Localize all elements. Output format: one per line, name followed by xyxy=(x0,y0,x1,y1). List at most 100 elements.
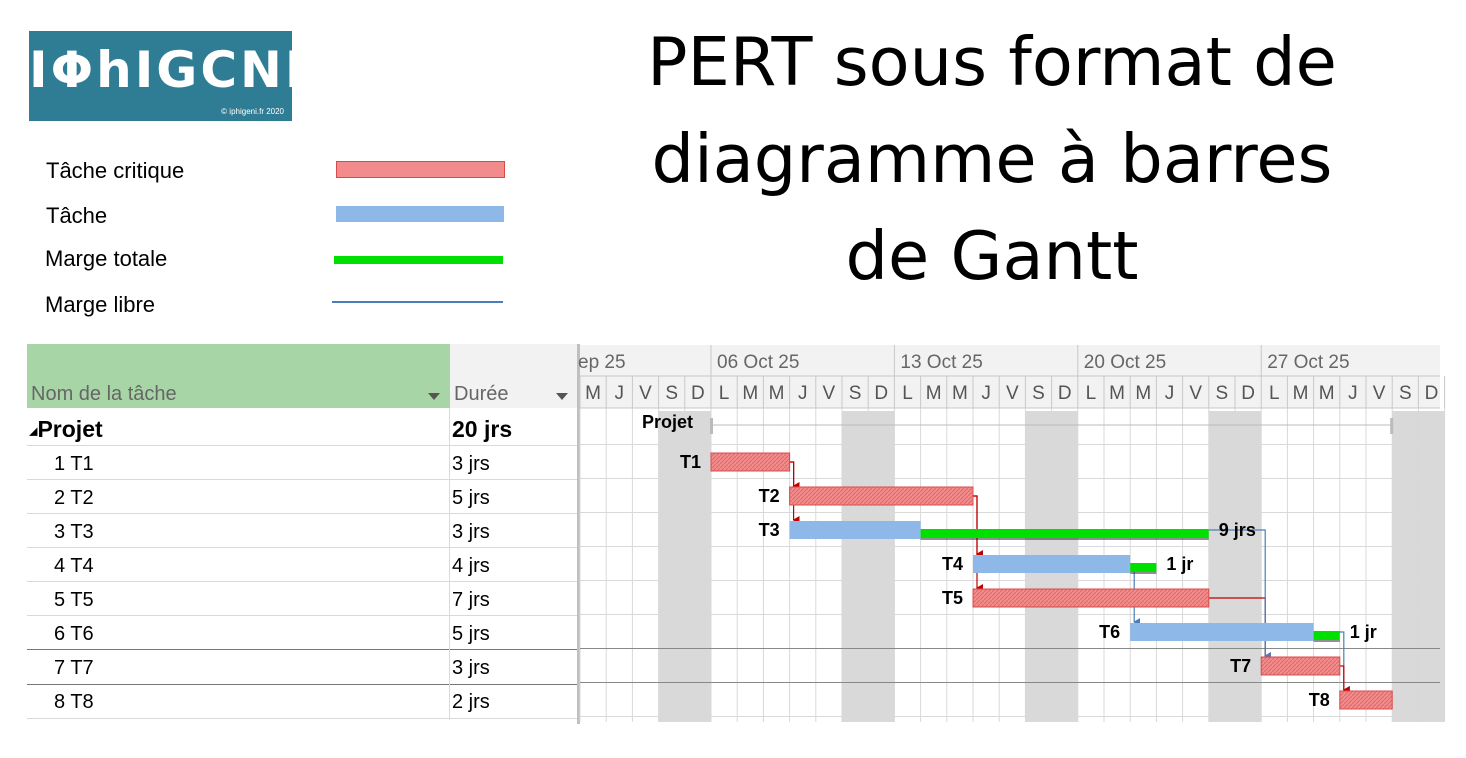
total-slack-bar xyxy=(1313,631,1340,640)
day-label: S xyxy=(665,383,678,404)
task-bar-t3[interactable] xyxy=(789,521,921,539)
table-chart-splitter[interactable] xyxy=(577,344,580,724)
filter-dropdown-icon[interactable] xyxy=(428,393,440,400)
iphigeni-logo: IΦhIGCNI © iphigeni.fr 2020 xyxy=(29,31,307,121)
day-label: J xyxy=(798,383,808,404)
task-row-duration[interactable]: 2 jrs xyxy=(452,691,490,713)
logo-wordmark: IΦhIGCNI xyxy=(29,41,307,99)
day-label: S xyxy=(849,383,862,404)
legend-label-total-slack: Marge totale xyxy=(45,246,168,271)
day-label: V xyxy=(1189,383,1202,404)
collapse-triangle-icon[interactable]: ◢ xyxy=(29,425,38,438)
legend-label-free-slack: Marge libre xyxy=(45,292,156,317)
summary-bar-end-cap xyxy=(1390,418,1394,434)
day-label: M xyxy=(926,383,942,404)
total-slack-bar xyxy=(920,529,1209,538)
title-line-2: diagramme à barres xyxy=(651,120,1333,198)
day-label: J xyxy=(1165,383,1175,404)
day-label: S xyxy=(1399,383,1412,404)
task-bar-t5[interactable] xyxy=(972,588,1210,608)
title-line-1: PERT sous format de xyxy=(647,23,1337,101)
day-label: M xyxy=(769,383,785,404)
task-label: T6 xyxy=(1099,622,1120,642)
row-divider xyxy=(27,513,578,514)
slack-label: 1 jr xyxy=(1350,622,1377,642)
summary-bar-start-cap xyxy=(710,418,713,434)
week-label: 27 Oct 25 xyxy=(1267,352,1349,373)
task-row-duration[interactable]: 7 jrs xyxy=(452,589,490,611)
task-label: T5 xyxy=(942,588,963,608)
task-bar-t7[interactable] xyxy=(1260,656,1341,676)
weekend-shade xyxy=(658,411,685,722)
dependency-link xyxy=(1208,529,1272,660)
task-row-name[interactable]: 1 T1 xyxy=(54,453,94,475)
day-label: D xyxy=(1425,383,1439,404)
weekend-shade xyxy=(868,411,895,722)
task-row-duration[interactable]: 3 jrs xyxy=(452,657,490,679)
column-divider xyxy=(449,408,450,720)
task-row-name[interactable]: 7 T7 xyxy=(54,657,94,679)
row-divider xyxy=(27,718,578,719)
day-label: M xyxy=(742,383,758,404)
row-divider xyxy=(27,649,578,650)
day-label: V xyxy=(639,383,652,404)
task-row-name[interactable]: ◢Projet xyxy=(29,416,103,443)
total-slack-bar xyxy=(1130,563,1157,572)
day-label: M xyxy=(1319,383,1335,404)
legend-swatch-task xyxy=(336,206,504,222)
summary-task-name: Projet xyxy=(37,416,103,442)
task-row-duration[interactable]: 3 jrs xyxy=(452,521,490,543)
day-label: M xyxy=(1109,383,1125,404)
legend-swatch-total-slack xyxy=(334,256,503,264)
column-header-duration-label: Durée xyxy=(454,383,509,405)
day-label: V xyxy=(1006,383,1019,404)
day-label: L xyxy=(1269,383,1280,404)
task-label: T2 xyxy=(759,486,780,506)
task-bar-t8[interactable] xyxy=(1339,690,1393,710)
task-row-duration[interactable]: 20 jrs xyxy=(452,416,513,442)
task-row-name[interactable]: 4 T4 xyxy=(54,555,94,577)
legend-swatch-critical xyxy=(336,161,505,178)
day-label: M xyxy=(1293,383,1309,404)
task-label: T4 xyxy=(942,554,963,574)
day-label: M xyxy=(585,383,601,404)
column-header-duration[interactable]: Durée xyxy=(450,344,578,408)
task-label: T1 xyxy=(680,452,701,472)
legend-label-critical: Tâche critique xyxy=(46,158,185,183)
day-label: S xyxy=(1032,383,1045,404)
task-row-name[interactable]: 6 T6 xyxy=(54,623,94,645)
task-bar-t1[interactable] xyxy=(710,452,791,472)
day-label: D xyxy=(1241,383,1255,404)
weekend-shade xyxy=(1235,411,1262,722)
legend-swatch-free-slack xyxy=(332,301,503,303)
day-label: L xyxy=(719,383,730,404)
title-line-3: de Gantt xyxy=(845,217,1139,295)
task-row-name[interactable]: 5 T5 xyxy=(54,589,94,611)
dependency-link xyxy=(1339,665,1350,694)
task-row-name[interactable]: 8 T8 xyxy=(54,691,94,713)
row-divider xyxy=(27,581,578,582)
task-row-duration[interactable]: 3 jrs xyxy=(452,453,490,475)
week-label: 13 Oct 25 xyxy=(900,352,982,373)
task-row-name[interactable]: 3 T3 xyxy=(54,521,94,543)
day-label: J xyxy=(1348,383,1358,404)
task-label: T7 xyxy=(1230,656,1251,676)
task-row-name[interactable]: 2 T2 xyxy=(54,487,94,509)
weekend-shade xyxy=(684,411,711,722)
column-header-task-name-label: Nom de la tâche xyxy=(31,383,177,405)
filter-dropdown-icon[interactable] xyxy=(556,393,568,400)
day-label: D xyxy=(691,383,705,404)
task-label: T8 xyxy=(1309,690,1330,710)
day-label: M xyxy=(1135,383,1151,404)
column-header-task-name[interactable]: Nom de la tâche xyxy=(27,344,450,408)
page-title: PERT sous format de diagramme à barres d… xyxy=(600,14,1384,305)
task-bar-t6[interactable] xyxy=(1130,623,1314,641)
task-bar-t4[interactable] xyxy=(973,555,1131,573)
task-row-duration[interactable]: 5 jrs xyxy=(452,623,490,645)
day-label: J xyxy=(615,383,625,404)
task-row-duration[interactable]: 4 jrs xyxy=(452,555,490,577)
task-bar-t2[interactable] xyxy=(789,486,974,506)
week-label: ep 25 xyxy=(578,352,626,373)
task-row-duration[interactable]: 5 jrs xyxy=(452,487,490,509)
day-label: L xyxy=(1086,383,1097,404)
